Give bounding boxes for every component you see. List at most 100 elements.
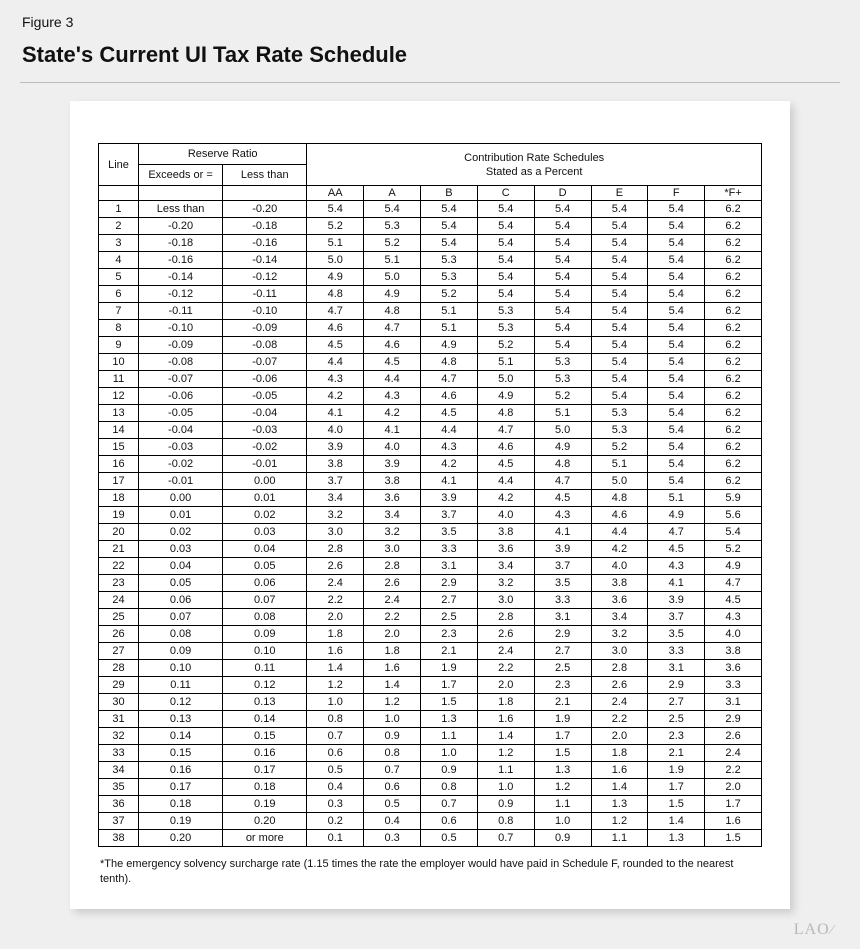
cell-less-than: 0.04 (223, 541, 307, 558)
cell-rate: 3.3 (705, 677, 762, 694)
cell-rate: 6.2 (705, 354, 762, 371)
cell-rate: 2.4 (591, 694, 648, 711)
cell-rate: 4.6 (421, 388, 478, 405)
cell-less-than: -0.11 (223, 286, 307, 303)
cell-rate: 4.3 (364, 388, 421, 405)
cell-exceeds: 0.12 (138, 694, 222, 711)
cell-rate: 5.4 (591, 235, 648, 252)
cell-rate: 3.9 (648, 592, 705, 609)
cell-less-than: -0.04 (223, 405, 307, 422)
table-row: 10-0.08-0.074.44.54.85.15.35.45.46.2 (99, 354, 762, 371)
cell-line: 14 (99, 422, 139, 439)
cell-line: 28 (99, 660, 139, 677)
cell-less-than: 0.01 (223, 490, 307, 507)
cell-exceeds: -0.04 (138, 422, 222, 439)
cell-rate: 1.6 (364, 660, 421, 677)
cell-rate: 1.1 (591, 830, 648, 847)
cell-rate: 5.3 (421, 269, 478, 286)
cell-rate: 1.8 (364, 643, 421, 660)
cell-exceeds: -0.20 (138, 218, 222, 235)
cell-line: 3 (99, 235, 139, 252)
cell-rate: 1.9 (534, 711, 591, 728)
cell-rate: 2.2 (307, 592, 364, 609)
cell-rate: 0.4 (364, 813, 421, 830)
cell-rate: 2.3 (421, 626, 478, 643)
cell-rate: 4.4 (364, 371, 421, 388)
cell-rate: 2.8 (307, 541, 364, 558)
cell-rate: 5.4 (534, 320, 591, 337)
cell-rate: 5.4 (534, 235, 591, 252)
cell-rate: 5.4 (648, 371, 705, 388)
cell-rate: 5.2 (477, 337, 534, 354)
cell-rate: 5.2 (421, 286, 478, 303)
cell-rate: 4.9 (307, 269, 364, 286)
cell-rate: 3.9 (534, 541, 591, 558)
cell-line: 17 (99, 473, 139, 490)
cell-rate: 5.4 (648, 354, 705, 371)
cell-rate: 3.1 (534, 609, 591, 626)
cell-line: 8 (99, 320, 139, 337)
cell-less-than: -0.02 (223, 439, 307, 456)
cell-rate: 3.7 (307, 473, 364, 490)
table-row: 320.140.150.70.91.11.41.72.02.32.6 (99, 728, 762, 745)
cell-rate: 2.3 (534, 677, 591, 694)
cell-line: 37 (99, 813, 139, 830)
table-row: 380.20or more0.10.30.50.70.91.11.31.5 (99, 830, 762, 847)
cell-rate: 4.3 (421, 439, 478, 456)
table-row: 8-0.10-0.094.64.75.15.35.45.45.46.2 (99, 320, 762, 337)
cell-line: 34 (99, 762, 139, 779)
cell-rate: 2.0 (591, 728, 648, 745)
cell-rate: 4.5 (477, 456, 534, 473)
cell-rate: 6.2 (705, 337, 762, 354)
cell-rate: 1.3 (421, 711, 478, 728)
cell-rate: 5.3 (534, 354, 591, 371)
cell-rate: 6.2 (705, 473, 762, 490)
cell-line: 24 (99, 592, 139, 609)
cell-rate: 4.5 (705, 592, 762, 609)
cell-rate: 2.4 (477, 643, 534, 660)
cell-rate: 5.4 (477, 201, 534, 218)
cell-less-than: 0.10 (223, 643, 307, 660)
cell-rate: 3.3 (534, 592, 591, 609)
cell-exceeds: -0.12 (138, 286, 222, 303)
cell-line: 23 (99, 575, 139, 592)
cell-line: 26 (99, 626, 139, 643)
cell-rate: 3.8 (364, 473, 421, 490)
header-spacer: AA A B C D E F *F+ (99, 186, 762, 201)
cell-exceeds: 0.08 (138, 626, 222, 643)
cell-rate: 4.1 (421, 473, 478, 490)
cell-rate: 2.7 (534, 643, 591, 660)
header-rule (20, 82, 840, 83)
cell-line: 22 (99, 558, 139, 575)
table-row: 360.180.190.30.50.70.91.11.31.51.7 (99, 796, 762, 813)
cell-rate: 2.7 (648, 694, 705, 711)
cell-rate: 3.2 (364, 524, 421, 541)
cell-line: 29 (99, 677, 139, 694)
cell-exceeds: 0.17 (138, 779, 222, 796)
table-row: 260.080.091.82.02.32.62.93.23.54.0 (99, 626, 762, 643)
table-row: 1Less than-0.205.45.45.45.45.45.45.46.2 (99, 201, 762, 218)
cell-exceeds: 0.09 (138, 643, 222, 660)
cell-line: 12 (99, 388, 139, 405)
cell-exceeds: 0.11 (138, 677, 222, 694)
cell-rate: 4.8 (591, 490, 648, 507)
cell-rate: 1.6 (705, 813, 762, 830)
cell-less-than: 0.05 (223, 558, 307, 575)
cell-rate: 3.1 (421, 558, 478, 575)
cell-rate: 6.2 (705, 422, 762, 439)
cell-rate: 1.4 (591, 779, 648, 796)
cell-rate: 2.4 (307, 575, 364, 592)
cell-line: 36 (99, 796, 139, 813)
cell-less-than: 0.12 (223, 677, 307, 694)
cell-rate: 1.5 (705, 830, 762, 847)
cell-rate: 5.4 (591, 320, 648, 337)
cell-rate: 6.2 (705, 218, 762, 235)
cell-rate: 4.9 (534, 439, 591, 456)
cell-rate: 4.3 (705, 609, 762, 626)
cell-rate: 5.4 (534, 337, 591, 354)
cell-rate: 5.4 (307, 201, 364, 218)
cell-exceeds: 0.07 (138, 609, 222, 626)
cell-rate: 4.1 (648, 575, 705, 592)
cell-less-than: -0.06 (223, 371, 307, 388)
cell-rate: 5.4 (591, 201, 648, 218)
